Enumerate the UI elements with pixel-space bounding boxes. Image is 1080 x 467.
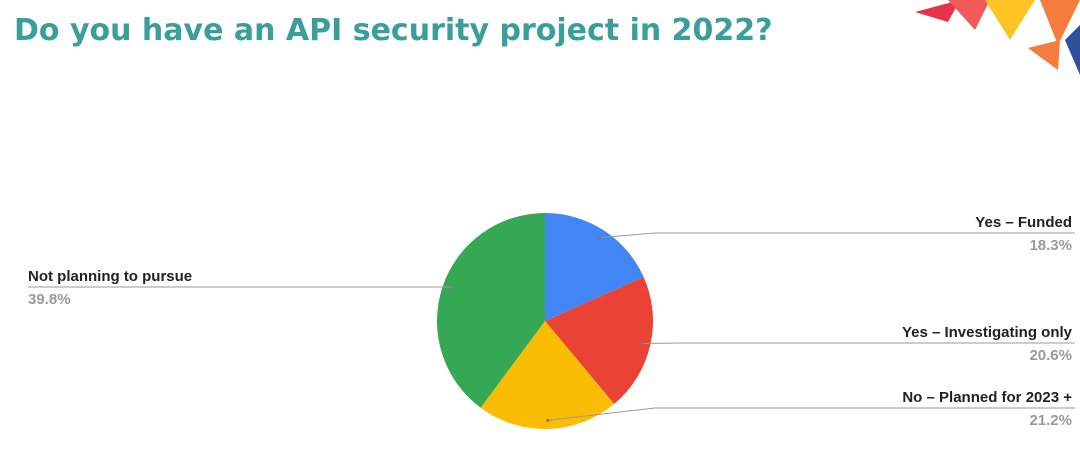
decoration (915, 0, 1080, 75)
pie-slice (545, 276, 654, 404)
slice-label: Not planning to pursue (28, 268, 192, 285)
slice-value: 18.3% (1029, 237, 1072, 254)
slice-value: 20.6% (1029, 347, 1072, 364)
pie-slice (545, 213, 644, 321)
pie-slice (480, 321, 615, 429)
leader-dot (449, 288, 453, 292)
pie-slice (437, 213, 545, 408)
slice-value: 21.2% (1029, 412, 1072, 429)
slice-label: No – Planned for 2023 + (902, 389, 1072, 406)
chart-title: Do you have an API security project in 2… (14, 13, 773, 48)
leader-dot (546, 418, 550, 422)
leader-line (599, 232, 1075, 239)
slice-value: 39.8% (28, 291, 71, 308)
leader-dot (640, 341, 644, 345)
slice-label: Yes – Investigating only (902, 324, 1073, 341)
slice-label: Yes – Funded (975, 214, 1072, 231)
leader-line (28, 286, 452, 290)
leader-line (547, 407, 1075, 421)
leader-dot (597, 236, 601, 240)
